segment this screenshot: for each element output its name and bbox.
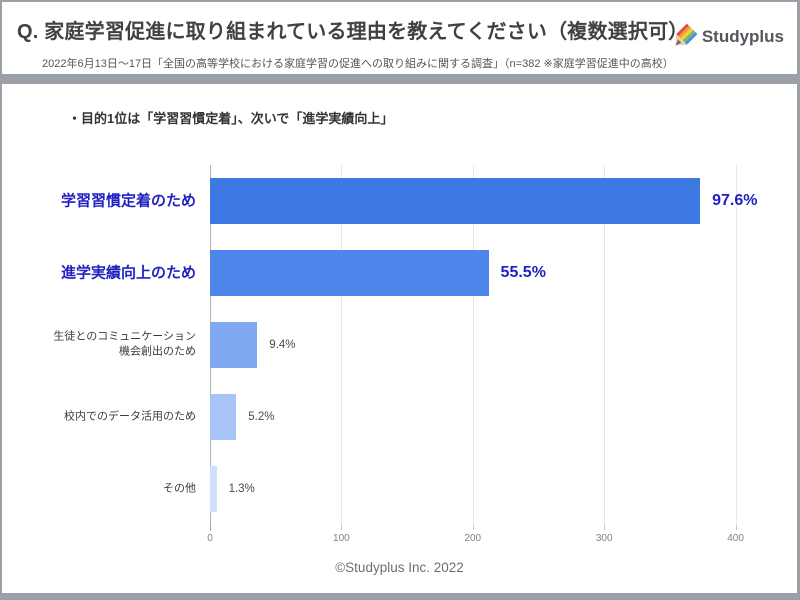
bar: [210, 322, 258, 368]
chart-row: 生徒とのコミュニケーション 機会創出のため 9.4%: [2, 309, 797, 381]
row-label: その他: [163, 482, 196, 495]
chart-rows: 学習習慣定着のため 97.6% 進学実績向上のため 55.5% 生徒とのコミュニ…: [2, 165, 797, 525]
x-tick-label: 300: [595, 533, 613, 544]
gridline: [604, 165, 606, 525]
bar-track: 5.2%: [210, 394, 775, 440]
x-axis: 0 100 200 300 400: [207, 525, 775, 551]
row-label: 進学実績向上のため: [60, 264, 196, 282]
bar: [210, 178, 701, 224]
insight-text: ・目的1位は「学習習慣定着」、次いで「進学実績向上」: [68, 111, 394, 126]
main-card: ・目的1位は「学習習慣定着」、次いで「進学実績向上」 学習習慣定着のため 97.…: [2, 84, 797, 593]
value-label: 9.4%: [269, 339, 296, 351]
logo-text: Studyplus: [701, 27, 784, 46]
bar-track: 1.3%: [210, 466, 775, 512]
bar: [210, 250, 489, 296]
x-tick-mark: [472, 525, 474, 530]
x-tick-mark: [341, 525, 343, 530]
value-label: 5.2%: [248, 411, 275, 423]
x-tick-mark: [735, 525, 737, 530]
value-label: 1.3%: [228, 483, 255, 495]
row-label: 生徒とのコミュニケーション 機会創出のため: [53, 330, 196, 358]
bar-chart: 学習習慣定着のため 97.6% 進学実績向上のため 55.5% 生徒とのコミュニ…: [2, 165, 797, 565]
bar: [210, 394, 237, 440]
x-tick-label: 0: [207, 533, 213, 544]
x-tick-label: 200: [464, 533, 482, 544]
chart-row: その他 1.3%: [2, 453, 797, 525]
row-label: 学習習慣定着のため: [60, 192, 196, 210]
x-tick-mark: [604, 525, 606, 530]
header: Q. 家庭学習促進に取り組まれている理由を教えてください（複数選択可） 2022…: [2, 2, 797, 74]
bar-track: 55.5%: [210, 250, 775, 296]
pencil-icon: [670, 23, 698, 51]
bar: [210, 466, 217, 512]
page-title: Q. 家庭学習促進に取り組まれている理由を教えてください（複数選択可）: [17, 21, 689, 43]
value-label: 55.5%: [500, 264, 546, 281]
gridline: [472, 165, 474, 525]
chart-row: 進学実績向上のため 55.5%: [2, 237, 797, 309]
row-label: 校内でのデータ活用のため: [64, 410, 196, 423]
x-tick-label: 100: [333, 533, 350, 544]
gridline: [735, 165, 737, 525]
gridline: [341, 165, 343, 525]
x-tick-label: 400: [727, 533, 744, 544]
page-subtitle: 2022年6月13日～17日「全国の高等学校における家庭学習の促進への取り組みに…: [42, 58, 674, 70]
bar-track: 97.6%: [210, 178, 775, 224]
x-tick-mark: [210, 525, 211, 531]
value-label: 97.6%: [712, 192, 758, 209]
footer-text: ©Studyplus Inc. 2022: [335, 560, 464, 575]
bar-track: 9.4%: [210, 322, 775, 368]
chart-row: 学習習慣定着のため 97.6%: [2, 165, 797, 237]
chart-row: 校内でのデータ活用のため 5.2%: [2, 381, 797, 453]
studyplus-logo: Studyplus: [670, 23, 784, 51]
